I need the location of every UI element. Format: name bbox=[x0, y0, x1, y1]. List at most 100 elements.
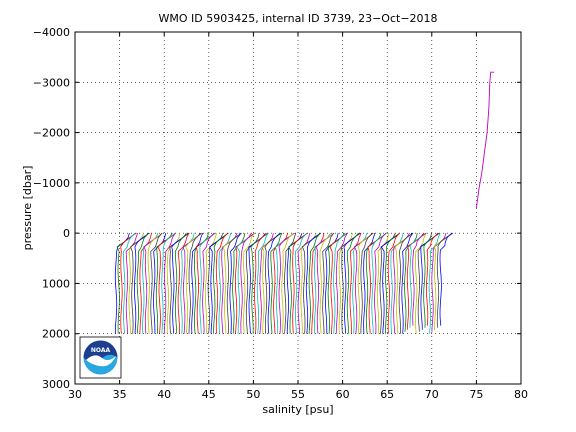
y-tick-label: −1000 bbox=[33, 177, 70, 190]
profile-line bbox=[390, 233, 404, 334]
profile-lines bbox=[114, 232, 454, 334]
profile-line bbox=[406, 232, 425, 330]
profile-line bbox=[182, 232, 201, 334]
profile-line bbox=[155, 232, 173, 334]
profile-line bbox=[398, 232, 414, 334]
profile-line bbox=[150, 232, 163, 334]
x-tick-label: 40 bbox=[157, 388, 171, 401]
y-tick-label: 1000 bbox=[42, 277, 70, 290]
profile-line bbox=[128, 232, 145, 334]
profile-line bbox=[340, 232, 359, 334]
profile-line bbox=[338, 232, 353, 334]
profile-line bbox=[319, 232, 334, 334]
profile-line bbox=[222, 232, 242, 334]
profile-line bbox=[363, 232, 376, 334]
profile-line bbox=[180, 232, 195, 334]
profile-line bbox=[136, 232, 149, 334]
x-tick-label: 80 bbox=[514, 388, 528, 401]
profile-line bbox=[256, 232, 269, 334]
profile-line bbox=[294, 232, 308, 334]
profile-line bbox=[125, 232, 138, 334]
profile-line bbox=[404, 233, 418, 332]
profile-line bbox=[315, 232, 335, 334]
profile-line bbox=[116, 232, 136, 334]
profile-line bbox=[147, 232, 163, 334]
profile-line bbox=[428, 232, 441, 334]
profile-line bbox=[284, 232, 297, 334]
profile-line bbox=[261, 232, 280, 334]
profile-line bbox=[352, 232, 368, 334]
profile-line bbox=[329, 232, 348, 334]
x-tick-label: 30 bbox=[68, 388, 82, 401]
profile-line bbox=[193, 232, 209, 334]
profile-line bbox=[357, 232, 375, 334]
profile-line bbox=[423, 232, 441, 328]
profile-line bbox=[300, 232, 317, 334]
profile-line bbox=[374, 232, 387, 334]
profile-line bbox=[387, 232, 400, 334]
profile-line bbox=[130, 232, 150, 334]
profile-line bbox=[409, 232, 427, 328]
profile-line bbox=[177, 232, 190, 334]
profile-line bbox=[213, 232, 229, 334]
x-tick-label: 65 bbox=[380, 388, 394, 401]
profile-line bbox=[308, 232, 321, 334]
profile-line bbox=[335, 232, 348, 334]
profile-line bbox=[286, 232, 303, 334]
profile-line bbox=[380, 232, 401, 334]
y-tick-label: 0 bbox=[63, 227, 70, 240]
profile-line bbox=[425, 232, 440, 326]
profile-line bbox=[259, 232, 274, 334]
profile-line bbox=[191, 232, 204, 334]
profile-line bbox=[236, 232, 256, 334]
profile-line bbox=[215, 232, 229, 334]
profile-line bbox=[204, 232, 218, 334]
profile-line bbox=[353, 232, 373, 334]
y-tick-label: 3000 bbox=[42, 378, 70, 391]
profile-line bbox=[288, 232, 308, 334]
y-tick-label: −4000 bbox=[33, 26, 70, 39]
profile-line bbox=[376, 232, 390, 334]
profile-line bbox=[123, 232, 136, 334]
profile-line bbox=[254, 232, 268, 334]
profile-line bbox=[401, 232, 414, 334]
profile-line bbox=[226, 232, 242, 334]
profile-line bbox=[114, 232, 130, 334]
profile-line bbox=[264, 232, 282, 334]
logo-bird bbox=[86, 355, 116, 367]
profile-line bbox=[209, 232, 229, 334]
profile-line bbox=[199, 232, 216, 334]
profile-line bbox=[207, 232, 224, 334]
profile-line bbox=[292, 232, 309, 334]
profile-line bbox=[436, 232, 454, 328]
profile-line bbox=[311, 233, 325, 334]
profile-line bbox=[250, 232, 269, 334]
profile-line bbox=[240, 232, 255, 334]
profile-line bbox=[120, 232, 137, 334]
logo-text: NOAA bbox=[91, 347, 111, 354]
profile-line bbox=[324, 233, 339, 334]
profile-line bbox=[278, 232, 295, 334]
profile-line bbox=[248, 232, 266, 334]
profile-line bbox=[305, 232, 321, 334]
profile-line bbox=[163, 232, 176, 334]
profile-line bbox=[229, 232, 242, 334]
profile-line bbox=[384, 232, 401, 334]
x-tick-label: 75 bbox=[469, 388, 483, 401]
profile-line bbox=[371, 232, 388, 334]
profile-line bbox=[393, 232, 410, 334]
axis-ticks: 30 35 40 45 50 55 60 65 70 75 80 −4000 −3000 −2000 −10… bbox=[33, 26, 528, 401]
profile-line bbox=[349, 232, 362, 334]
chart-title: WMO ID 5903425, internal ID 3739, 23−Oct… bbox=[158, 12, 437, 25]
profile-line bbox=[143, 232, 163, 334]
profile-line bbox=[188, 232, 202, 334]
profile-line bbox=[343, 232, 361, 334]
profile-line bbox=[274, 232, 294, 334]
profile-line bbox=[171, 232, 190, 334]
profile-line bbox=[185, 232, 203, 334]
profile-line bbox=[431, 232, 447, 332]
profile-line bbox=[142, 232, 159, 334]
noaa-logo: NOAA bbox=[79, 336, 122, 379]
y-axis-label: pressure [dbar] bbox=[21, 166, 34, 251]
